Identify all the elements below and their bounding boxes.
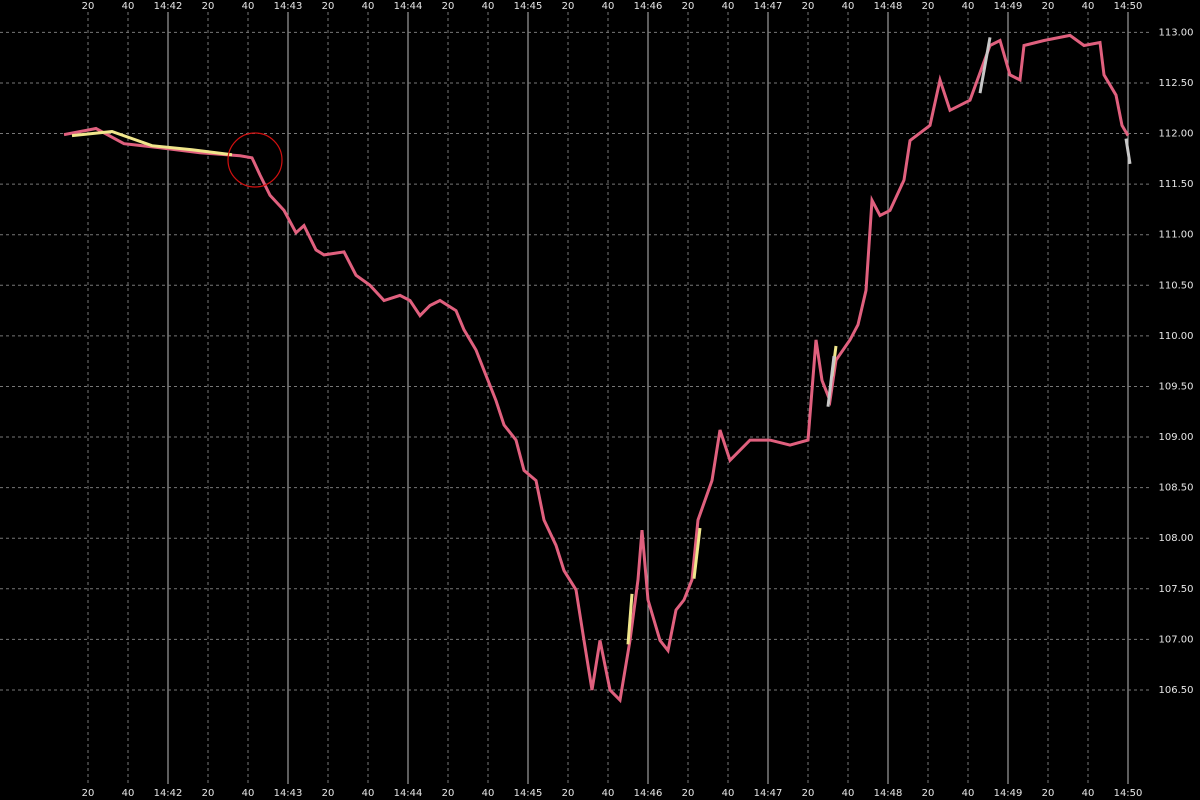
price-line [692, 527, 702, 579]
x-tick-label: 40 [842, 1, 855, 12]
x-tick-label: 40 [122, 788, 135, 799]
y-tick-label: 111.00 [1159, 230, 1194, 241]
x-tick-label: 40 [842, 788, 855, 799]
x-tick-label: 20 [562, 1, 575, 12]
x-tick-label: 14:48 [874, 1, 903, 12]
x-tick-label: 40 [362, 788, 375, 799]
y-tick-label: 108.50 [1159, 483, 1194, 494]
x-tick-label: 20 [802, 788, 815, 799]
x-tick-label: 14:47 [754, 1, 783, 12]
x-tick-label: 20 [682, 788, 695, 799]
x-tick-label: 14:45 [514, 1, 543, 12]
x-tick-label: 14:42 [154, 788, 183, 799]
x-tick-label: 14:42 [154, 1, 183, 12]
y-tick-label: 113.00 [1159, 27, 1194, 38]
x-tick-label: 40 [122, 1, 135, 12]
x-tick-label: 20 [802, 1, 815, 12]
x-tick-label: 14:43 [274, 1, 303, 12]
plot [63, 33, 1132, 704]
x-tick-label: 14:46 [634, 788, 663, 799]
x-tick-label: 20 [82, 1, 95, 12]
x-tick-label: 40 [482, 1, 495, 12]
x-tick-label: 40 [602, 788, 615, 799]
x-tick-label: 20 [682, 1, 695, 12]
y-tick-label: 108.00 [1159, 533, 1194, 544]
y-tick-label: 109.00 [1159, 432, 1194, 443]
x-tick-label: 40 [1082, 1, 1095, 12]
x-tick-label: 14:43 [274, 788, 303, 799]
x-tick-label: 14:47 [754, 788, 783, 799]
y-tick-label: 111.50 [1159, 179, 1194, 190]
price-line [978, 37, 992, 94]
x-tick-label: 20 [1042, 788, 1055, 799]
x-tick-label: 20 [82, 788, 95, 799]
x-tick-label: 20 [322, 788, 335, 799]
x-tick-label: 14:44 [394, 1, 423, 12]
y-tick-label: 110.50 [1159, 280, 1194, 291]
x-tick-label: 40 [242, 1, 255, 12]
x-tick-label: 20 [202, 788, 215, 799]
x-tick-label: 20 [442, 788, 455, 799]
x-tick-label: 40 [722, 788, 735, 799]
y-tick-label: 110.00 [1159, 331, 1194, 342]
x-tick-label: 14:49 [994, 788, 1023, 799]
x-tick-label: 20 [922, 788, 935, 799]
y-tick-label: 107.50 [1159, 584, 1194, 595]
x-tick-label: 14:48 [874, 788, 903, 799]
x-tick-label: 40 [962, 788, 975, 799]
x-tick-label: 40 [482, 788, 495, 799]
x-tick-label: 14:50 [1114, 1, 1143, 12]
x-tick-label: 14:49 [994, 1, 1023, 12]
price-line [826, 355, 836, 407]
x-tick-label: 40 [362, 1, 375, 12]
x-tick-label: 14:50 [1114, 788, 1143, 799]
x-tick-label: 14:45 [514, 788, 543, 799]
x-tick-label: 40 [1082, 788, 1095, 799]
y-tick-label: 106.50 [1159, 685, 1194, 696]
x-tick-label: 40 [602, 1, 615, 12]
y-tick-label: 107.00 [1159, 634, 1194, 645]
y-tick-label: 112.00 [1159, 129, 1194, 140]
x-tick-label: 40 [962, 1, 975, 12]
x-tick-label: 40 [242, 788, 255, 799]
x-tick-label: 14:44 [394, 788, 423, 799]
price-line [1124, 138, 1132, 165]
x-tick-label: 20 [202, 1, 215, 12]
y-tick-label: 112.50 [1159, 78, 1194, 89]
x-tick-label: 20 [442, 1, 455, 12]
x-tick-label: 20 [922, 1, 935, 12]
x-tick-label: 40 [722, 1, 735, 12]
price-line [626, 593, 634, 645]
price-line [63, 33, 1130, 704]
highlight-circle [227, 132, 283, 188]
x-tick-label: 20 [1042, 1, 1055, 12]
x-tick-label: 20 [322, 1, 335, 12]
x-tick-label: 14:46 [634, 1, 663, 12]
price-line [71, 129, 233, 157]
x-tick-label: 20 [562, 788, 575, 799]
y-tick-label: 109.50 [1159, 381, 1194, 392]
